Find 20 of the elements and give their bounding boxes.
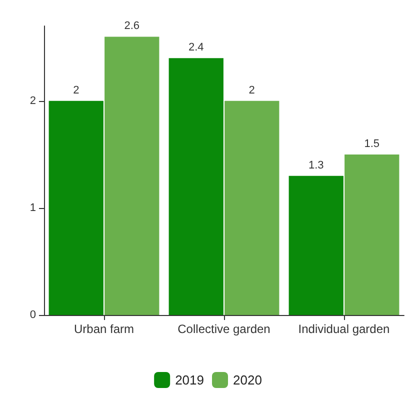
- data-label: 1.5: [364, 138, 380, 150]
- y-tick-label: 1: [30, 202, 36, 214]
- y-tick-label: 2: [30, 94, 36, 107]
- data-label: 2.4: [188, 42, 204, 54]
- bar: [104, 36, 160, 315]
- bar: [168, 58, 224, 315]
- data-label: 2.6: [124, 20, 140, 32]
- y-tick-label: 0: [30, 309, 36, 321]
- data-label: 2: [73, 84, 80, 96]
- x-tick-label: Individual garden: [298, 322, 390, 336]
- data-label: 1.3: [308, 159, 324, 172]
- bar: [224, 100, 280, 315]
- bar: [48, 100, 104, 315]
- x-tick-label: Collective garden: [178, 322, 270, 336]
- data-label: 2: [248, 84, 255, 96]
- bar: [288, 176, 344, 315]
- legend-label: 2019: [175, 372, 204, 388]
- legend-label: 2020: [233, 372, 262, 388]
- x-tick-label: Urban farm: [74, 322, 134, 336]
- bar: [344, 154, 400, 315]
